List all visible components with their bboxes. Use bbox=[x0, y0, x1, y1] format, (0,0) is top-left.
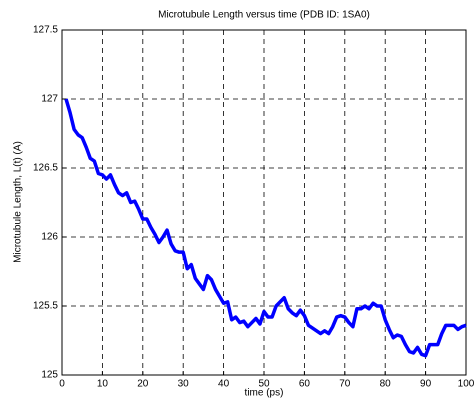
y-tick-label: 125.5 bbox=[33, 301, 58, 312]
x-tick-label: 80 bbox=[380, 379, 392, 390]
y-tick-label: 127 bbox=[41, 94, 58, 105]
x-tick-label: 60 bbox=[299, 379, 311, 390]
x-tick-label: 20 bbox=[137, 379, 149, 390]
x-tick-label: 40 bbox=[218, 379, 230, 390]
y-tick-label: 125 bbox=[41, 370, 58, 381]
x-tick-label: 90 bbox=[420, 379, 432, 390]
x-tick-label: 10 bbox=[97, 379, 109, 390]
x-tick-label: 30 bbox=[178, 379, 190, 390]
plot-frame bbox=[61, 29, 467, 376]
x-tick-label: 0 bbox=[59, 379, 65, 390]
y-tick-label: 126.5 bbox=[33, 163, 58, 174]
x-tick-label: 70 bbox=[339, 379, 351, 390]
y-tick-label: 126 bbox=[41, 232, 58, 243]
y-tick-label: 127.5 bbox=[33, 25, 58, 36]
chart-title: Microtubule Length versus time (PDB ID: … bbox=[158, 10, 370, 21]
x-tick-label: 50 bbox=[258, 379, 270, 390]
data-line bbox=[64, 98, 467, 358]
y-axis-label: Microtubule Length, L(t) (A) bbox=[13, 141, 24, 263]
x-tick-label: 100 bbox=[458, 379, 474, 390]
x-axis-label: time (ps) bbox=[245, 388, 284, 399]
